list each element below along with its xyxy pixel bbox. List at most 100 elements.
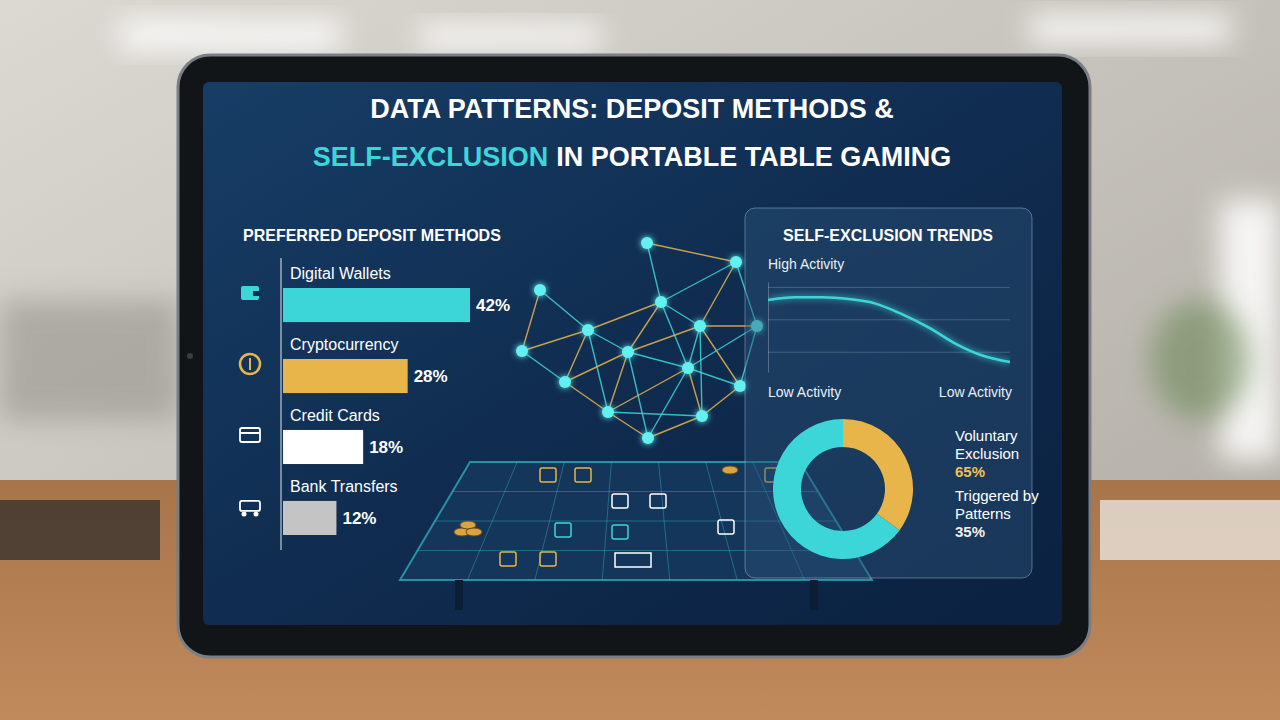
icon-wallet [241, 286, 259, 300]
card [500, 552, 516, 566]
network-edge [648, 416, 702, 438]
network-edge [688, 368, 740, 386]
network-edge [522, 290, 540, 351]
ceiling-light [420, 25, 600, 49]
data-label: 12% [342, 509, 376, 528]
network-edge [628, 326, 700, 352]
icon-wallet [253, 291, 260, 296]
network-node [534, 284, 546, 296]
network-node [694, 320, 706, 332]
card [718, 520, 734, 534]
network-edge [661, 302, 700, 326]
network-node [734, 380, 746, 392]
trend-line [768, 297, 1010, 362]
legend: VoluntaryExclusion65% Triggered byPattern… [955, 427, 1039, 540]
network [516, 237, 763, 444]
legend-line: Triggered by [955, 487, 1039, 504]
table-grid [535, 462, 564, 580]
data-label: 28% [414, 367, 448, 386]
blurred-plant [1150, 300, 1250, 420]
bar-texts: Digital Wallets Cryptocurrency Credit Card… [290, 265, 510, 528]
network-edge [522, 330, 588, 351]
network-edge [588, 302, 661, 330]
chip [722, 466, 738, 474]
card [555, 523, 571, 537]
table-grid [467, 462, 517, 580]
card [650, 494, 666, 508]
network-edge [628, 352, 688, 368]
bar [283, 359, 408, 393]
data-label: 42% [476, 296, 510, 315]
data-label: 18% [369, 438, 403, 457]
card [540, 552, 556, 566]
data-label: 65% [955, 463, 985, 480]
network-edge [628, 302, 661, 352]
network-node [655, 296, 667, 308]
y-axis [768, 283, 770, 373]
network-edge [565, 352, 628, 382]
title-line: DATA PATTERNS: DEPOSIT METHODS & [370, 94, 894, 124]
title-highlight: SELF-EXCLUSION [313, 142, 549, 172]
icon-card [240, 428, 260, 442]
legend-label: VoluntaryExclusion [955, 427, 1019, 462]
category-label: Cryptocurrency [290, 336, 398, 353]
card [575, 468, 591, 482]
chart-title: PREFERRED DEPOSIT METHODS [243, 227, 501, 244]
table-grid [659, 462, 670, 580]
annotation: Low Activity [939, 384, 1012, 400]
category-label: Digital Wallets [290, 265, 391, 282]
card [612, 525, 628, 539]
icon-coin [249, 358, 251, 370]
grid-line [768, 319, 1010, 320]
title-line: SELF-EXCLUSIONIN PORTABLE TABLE GAMING [313, 142, 952, 172]
chart-title: SELF-EXCLUSION TRENDS [783, 227, 993, 244]
legend-line: Patterns [955, 505, 1011, 522]
card [540, 468, 556, 482]
data-label: 35% [955, 523, 985, 540]
wall [0, 0, 1280, 720]
plot [768, 297, 1010, 362]
page-title: DATA PATTERNS: DEPOSIT METHODS & SELF-EXC… [313, 94, 952, 172]
network-edge [648, 368, 688, 438]
background [0, 0, 1280, 720]
network-node [559, 376, 571, 388]
network-edge [608, 412, 702, 416]
line-chart: SELF-EXCLUSION TRENDS High Activity Low Ac… [768, 227, 1012, 400]
ceiling-light [120, 20, 340, 50]
legend-line: Voluntary [955, 427, 1018, 444]
tablet [178, 55, 1090, 657]
network-node [682, 362, 694, 374]
icon-coin [240, 354, 260, 374]
annotation: Low Activity [768, 384, 841, 400]
network-edge [540, 290, 588, 330]
ceiling-light [1030, 15, 1230, 43]
card-slot [615, 553, 651, 567]
network-node [642, 432, 654, 444]
laptop [0, 500, 160, 560]
network-node [622, 346, 634, 358]
table-grid [602, 462, 611, 580]
bar [283, 288, 470, 322]
annotation: High Activity [768, 256, 844, 272]
category-label: Credit Cards [290, 407, 380, 424]
icon-card [240, 432, 260, 434]
network-edge [700, 262, 736, 326]
network-edge [688, 368, 702, 416]
icon-bank [242, 511, 247, 516]
chip [466, 528, 482, 536]
icon-bank [254, 511, 259, 516]
network-edge [522, 351, 565, 382]
icons [240, 286, 260, 516]
network-edge [647, 243, 736, 262]
camera [187, 353, 193, 359]
table-grid [706, 462, 737, 580]
network-edge [700, 326, 740, 386]
network-node [602, 406, 614, 418]
donut-chart [773, 419, 913, 559]
notebook [1100, 500, 1280, 560]
title-rest: IN PORTABLE TABLE GAMING [556, 142, 951, 172]
bar [283, 430, 363, 464]
bar-chart: PREFERRED DEPOSIT METHODS Digital Wallets… [240, 227, 510, 550]
stage: DATA PATTERNS: DEPOSIT METHODS & SELF-EXC… [0, 0, 1280, 720]
table-leg [455, 580, 463, 610]
